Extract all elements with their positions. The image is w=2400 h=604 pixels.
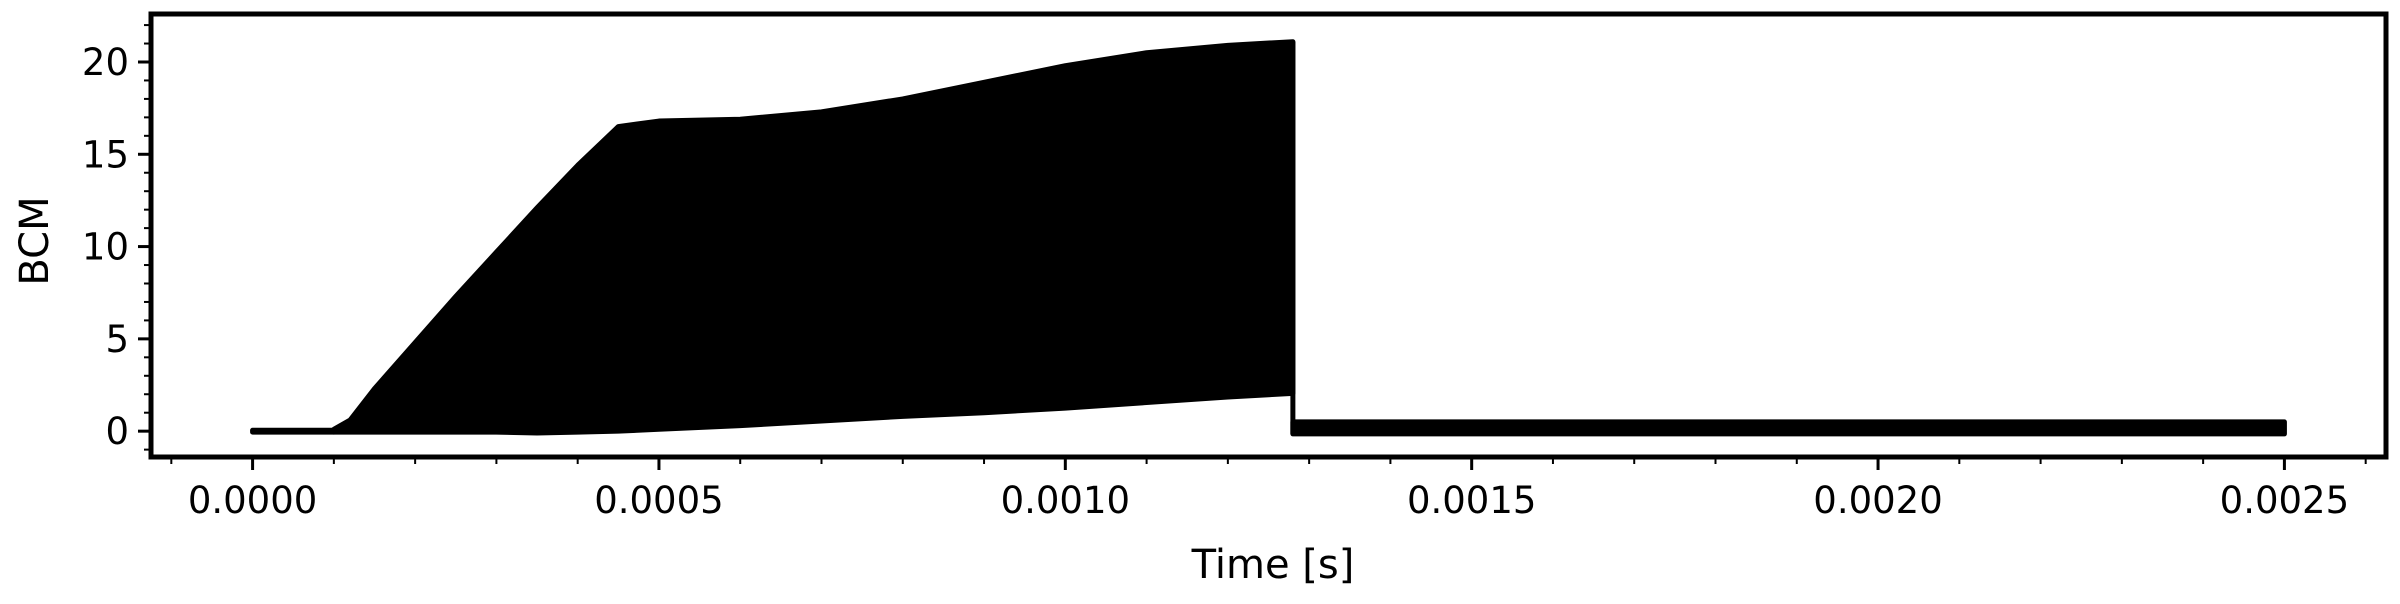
x-axis-title: Time [s]: [1191, 542, 1355, 588]
axes-frame: [148, 11, 2389, 460]
y-tick-label: 5: [105, 318, 129, 361]
x-tick-label: 0.0010: [1001, 479, 1130, 522]
x-tick-label: 0.0025: [2220, 479, 2349, 522]
y-tick-label: 10: [82, 226, 129, 269]
series-0-segment-2-band: [1290, 419, 2287, 437]
axes-layer: 0.0000 0.0005 0.0010 0.0015 0.0020 0.0025 0 5 10…: [82, 11, 2389, 522]
data-layer: [250, 39, 2287, 437]
x-tick-label: 0.0000: [188, 479, 317, 522]
series-0-segment-1-band: [331, 39, 1296, 436]
series-0-segment-0-band: [250, 427, 337, 435]
y-tick-label: 20: [82, 41, 129, 84]
y-tick-label: 0: [105, 410, 129, 453]
x-tick-label: 0.0015: [1407, 479, 1536, 522]
y-axis-title: BCM: [12, 196, 58, 285]
y-tick-label: 15: [82, 133, 129, 176]
x-tick-label: 0.0020: [1813, 479, 1942, 522]
x-tick-label: 0.0005: [594, 479, 723, 522]
